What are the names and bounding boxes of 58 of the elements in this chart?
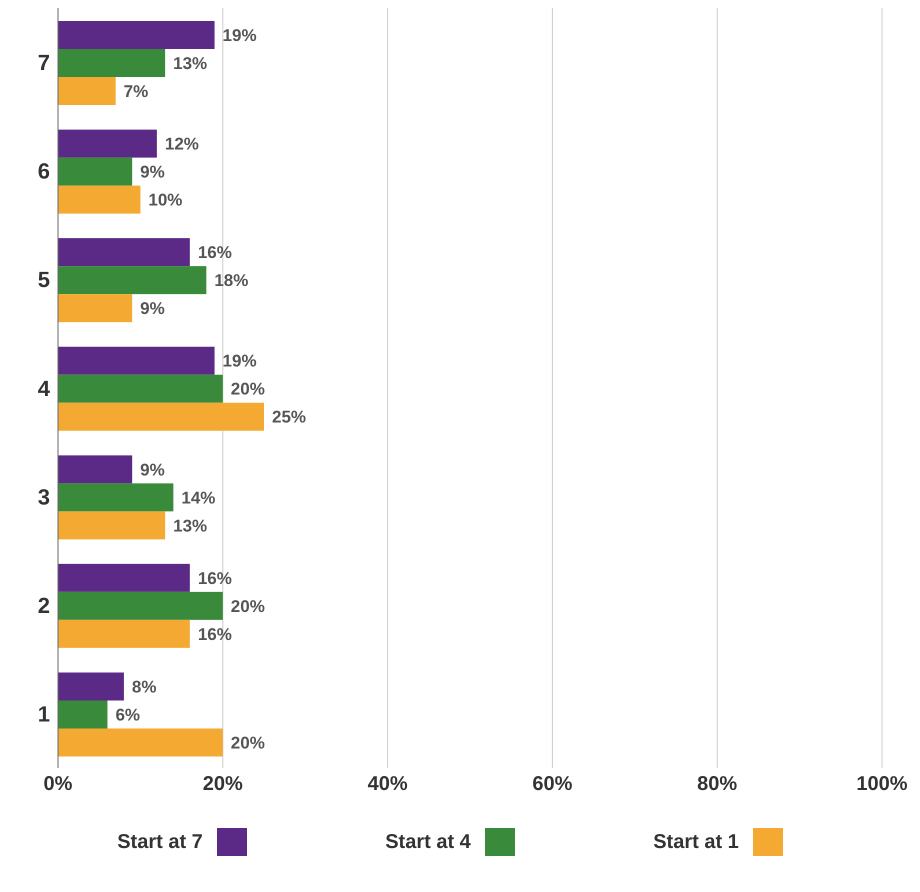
bar — [58, 483, 174, 512]
y-tick-label: 6 — [38, 158, 50, 184]
bar — [58, 294, 132, 322]
data-label: 6% — [115, 705, 140, 724]
data-label: 20% — [230, 380, 265, 399]
data-label: 25% — [272, 408, 306, 427]
data-label: 9% — [140, 162, 165, 182]
data-label: 12% — [164, 134, 199, 154]
x-tick-label: 0% — [44, 773, 73, 796]
x-tick-label: 80% — [697, 773, 738, 796]
y-tick-label: 4 — [38, 376, 51, 401]
data-label: 20% — [230, 733, 265, 752]
bar — [58, 374, 223, 403]
legend-label: Start at 4 — [385, 830, 471, 854]
x-tick-label: 40% — [368, 773, 408, 796]
bar — [58, 158, 132, 186]
legend-label: Start at 1 — [653, 830, 739, 854]
bar — [58, 700, 108, 728]
x-tick-label: 100% — [856, 773, 908, 796]
data-label: 13% — [173, 54, 208, 73]
data-label: 16% — [198, 568, 232, 588]
bar — [58, 592, 223, 620]
y-tick-label: 2 — [38, 592, 50, 618]
data-label: 16% — [198, 624, 232, 644]
bar — [58, 21, 215, 50]
bar — [58, 77, 116, 106]
data-label: 19% — [222, 26, 257, 45]
data-label: 9% — [140, 299, 165, 318]
y-tick-label: 3 — [38, 484, 50, 510]
bar — [58, 511, 166, 540]
bar — [58, 672, 124, 700]
bar — [58, 266, 206, 294]
data-label: 9% — [140, 460, 165, 480]
bar — [58, 186, 140, 214]
bar — [58, 238, 190, 266]
bar — [58, 620, 190, 648]
data-label: 18% — [214, 271, 248, 290]
data-label: 8% — [132, 677, 156, 696]
bar — [58, 402, 264, 431]
data-label: 19% — [222, 352, 257, 371]
data-label: 13% — [173, 516, 208, 536]
data-label: 10% — [148, 190, 182, 210]
bar — [58, 130, 157, 158]
data-label: 7% — [124, 82, 148, 101]
x-tick-label: 20% — [202, 773, 244, 796]
bar — [58, 49, 166, 78]
y-tick-label: 1 — [38, 702, 50, 727]
bar — [58, 564, 190, 592]
bar — [58, 455, 132, 484]
data-label: 20% — [230, 596, 265, 616]
bar — [58, 346, 215, 375]
y-tick-label: 5 — [38, 267, 50, 292]
bar — [58, 728, 223, 756]
data-label: 16% — [198, 243, 232, 262]
y-tick-label: 7 — [38, 50, 50, 76]
legend-label: Start at 7 — [117, 830, 203, 854]
x-tick-label: 60% — [532, 773, 573, 796]
data-label: 14% — [181, 488, 216, 508]
